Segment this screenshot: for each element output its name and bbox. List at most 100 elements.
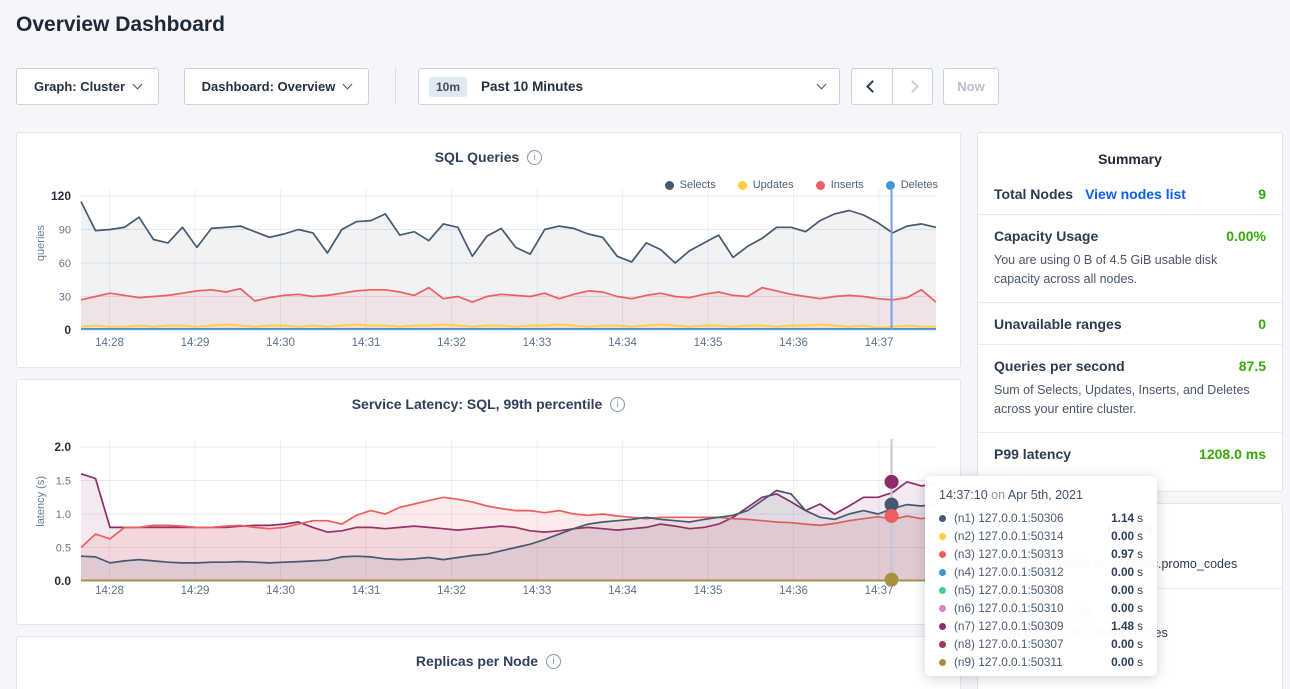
node-latency-value: 0.00 [1111, 637, 1135, 651]
qps-label: Queries per second [994, 357, 1125, 374]
node-latency-unit: s [1137, 565, 1143, 579]
node-color-dot-icon [939, 622, 946, 630]
tooltip-rows: (n1) 127.0.0.1:50306 1.14 s (n2) 127.0.0.1:… [939, 509, 1143, 671]
node-latency-value: 0.00 [1111, 601, 1135, 615]
node-address: (n9) 127.0.0.1:50311 [954, 655, 1063, 669]
svg-text:14:28: 14:28 [95, 585, 124, 597]
time-prev-button[interactable] [852, 69, 892, 104]
capacity-usage-desc: You are using 0 B of 4.5 GiB usable disk… [994, 253, 1218, 287]
tooltip-row: (n6) 127.0.0.1:50310 0.00 s [939, 599, 1143, 617]
legend-item: Selects [664, 179, 716, 191]
node-latency-unit: s [1137, 655, 1143, 669]
tooltip-time: 14:37:10 [939, 488, 988, 502]
node-address: (n4) 127.0.0.1:50312 [954, 565, 1064, 579]
replicas-panel: Replicas per Node [16, 636, 961, 689]
replicas-title: Replicas per Node [415, 653, 539, 669]
unavailable-ranges-value: 0 [1258, 315, 1266, 332]
node-latency-unit: s [1137, 637, 1143, 651]
summary-panel: Summary Total Nodes View nodes list 9 Ca… [977, 132, 1283, 492]
tooltip-on: on [991, 488, 1006, 502]
node-latency-unit: s [1137, 601, 1143, 615]
chevron-down-icon [342, 79, 353, 90]
svg-text:14:37: 14:37 [865, 585, 894, 597]
node-latency-value: 0.97 [1111, 547, 1135, 561]
node-latency-value: 0.00 [1111, 565, 1135, 579]
svg-text:14:36: 14:36 [779, 585, 808, 597]
node-color-dot-icon [939, 550, 946, 558]
node-address: (n1) 127.0.0.1:50306 [954, 511, 1064, 525]
node-color-dot-icon [939, 532, 946, 540]
svg-text:0.0: 0.0 [54, 574, 71, 588]
svg-text:14:31: 14:31 [352, 585, 381, 597]
svg-text:60: 60 [59, 258, 71, 270]
node-latency-unit: s [1137, 511, 1143, 525]
info-icon[interactable] [527, 149, 543, 165]
svg-text:14:34: 14:34 [608, 585, 637, 597]
total-nodes-label: Total Nodes [994, 186, 1074, 202]
svg-text:14:28: 14:28 [95, 337, 124, 349]
svg-text:14:36: 14:36 [779, 337, 808, 349]
svg-text:1.0: 1.0 [56, 509, 71, 521]
node-latency-value: 0.00 [1111, 529, 1135, 543]
sql-queries-chart[interactable]: 14:28 14:29 14:30 14:31 14:32 14:33 14:34 14:35… [17, 185, 962, 357]
latency-chart[interactable]: 14:28 14:29 14:30 14:31 14:32 14:33 14:34 14:35… [17, 436, 962, 606]
time-next-button[interactable] [892, 69, 932, 104]
tooltip-row: (n1) 127.0.0.1:50306 1.14 s [939, 509, 1143, 527]
node-latency-value: 0.00 [1111, 655, 1135, 669]
svg-text:14:32: 14:32 [437, 585, 466, 597]
view-nodes-list-link[interactable]: View nodes list [1085, 186, 1186, 202]
summary-row-total-nodes: Total Nodes View nodes list 9 [978, 173, 1282, 214]
unavailable-ranges-label: Unavailable ranges [994, 315, 1122, 332]
sql-queries-title: SQL Queries [434, 149, 520, 165]
info-icon[interactable] [546, 653, 562, 669]
dashboard-dropdown[interactable]: Dashboard: Overview [184, 68, 369, 105]
page-title: Overview Dashboard [16, 13, 225, 36]
now-button[interactable]: Now [943, 68, 999, 105]
node-address: (n3) 127.0.0.1:50313 [954, 547, 1064, 561]
node-latency-value: 1.14 [1111, 511, 1135, 525]
time-range-dropdown[interactable]: 10m Past 10 Minutes [418, 68, 840, 105]
legend-label: Selects [679, 179, 716, 191]
chevron-down-icon [816, 79, 827, 90]
node-address: (n7) 127.0.0.1:50309 [954, 619, 1064, 633]
graph-dropdown[interactable]: Graph: Cluster [16, 68, 159, 105]
svg-text:14:35: 14:35 [694, 337, 723, 349]
info-icon[interactable] [610, 396, 626, 412]
tooltip-header: 14:37:10 on Apr 5th, 2021 [939, 488, 1143, 502]
node-latency-value: 1.48 [1111, 619, 1135, 633]
svg-text:0.5: 0.5 [56, 543, 71, 555]
legend-item: Deletes [885, 179, 938, 191]
latency-title: Service Latency: SQL, 99th percentile [351, 396, 603, 412]
graph-dropdown-label: Graph: Cluster [33, 79, 125, 94]
summary-row-p99: P99 latency 1208.0 ms [978, 431, 1282, 474]
node-color-dot-icon [939, 568, 946, 576]
svg-text:14:37: 14:37 [865, 337, 894, 349]
qps-value: 87.5 [1238, 357, 1266, 374]
node-address: (n8) 127.0.0.1:50307 [954, 637, 1064, 651]
chart-tooltip: 14:37:10 on Apr 5th, 2021 (n1) 127.0.0.1… [925, 476, 1157, 676]
svg-text:14:29: 14:29 [181, 585, 210, 597]
legend-item: Updates [737, 179, 794, 191]
p99-latency-label: P99 latency [994, 445, 1072, 462]
svg-text:120: 120 [51, 189, 71, 203]
node-color-dot-icon [939, 604, 946, 612]
svg-text:90: 90 [59, 225, 71, 237]
summary-row-capacity: Capacity Usage 0.00% You are using 0 B o… [978, 214, 1282, 302]
time-nav-group [851, 68, 933, 105]
node-latency-unit: s [1137, 619, 1143, 633]
node-address: (n2) 127.0.0.1:50314 [954, 529, 1064, 543]
node-color-dot-icon [939, 658, 946, 666]
p99-latency-value: 1208.0 ms [1199, 445, 1266, 462]
svg-text:14:35: 14:35 [694, 585, 723, 597]
svg-text:14:34: 14:34 [608, 337, 637, 349]
capacity-usage-label: Capacity Usage [994, 228, 1099, 244]
node-latency-value: 0.00 [1111, 583, 1135, 597]
legend-item: Inserts [815, 179, 864, 191]
legend-label: Updates [752, 179, 794, 191]
svg-text:14:31: 14:31 [352, 337, 381, 349]
node-latency-unit: s [1137, 547, 1143, 561]
tooltip-row: (n3) 127.0.0.1:50313 0.97 s [939, 545, 1143, 563]
legend-dot-icon [664, 180, 674, 190]
sql-legend: Selects Updates Inserts Deletes [664, 179, 938, 191]
svg-text:0: 0 [64, 323, 71, 337]
